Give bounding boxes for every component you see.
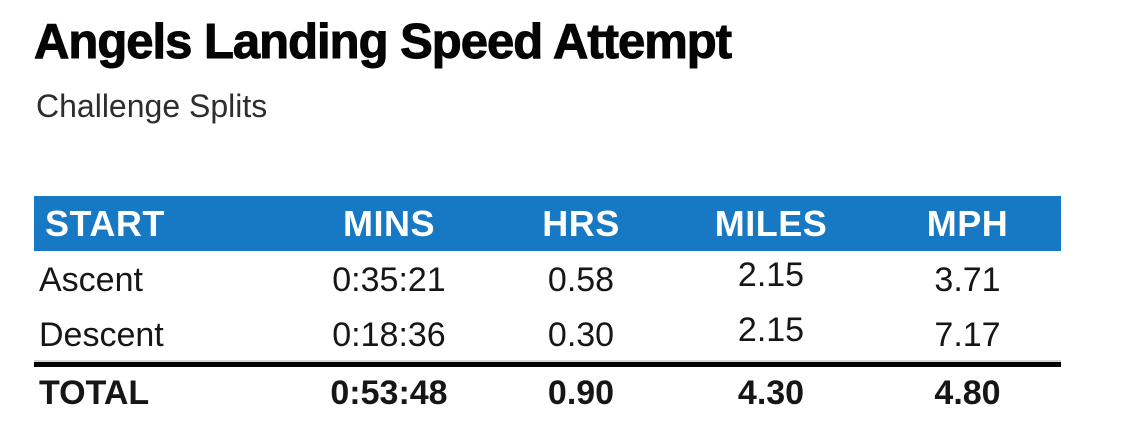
cell-value: 2.15 xyxy=(737,310,805,349)
cell-descent-hrs: 0.30 xyxy=(494,310,668,362)
table-row-descent: Descent 0:18:36 0.30 2.15 7.17 xyxy=(34,310,1061,362)
cell-ascent-label: Ascent xyxy=(39,261,143,299)
cell-total-mph: 4.80 xyxy=(874,362,1061,419)
cell-ascent-mph: 3.71 xyxy=(934,261,1001,299)
cell-total-label: TOTAL xyxy=(34,362,284,419)
cell-total-hrs: 0.90 xyxy=(494,362,668,419)
column-header-mph: MPH xyxy=(874,196,1061,251)
cell-descent-miles: 2.15 xyxy=(668,310,874,362)
cell-total-mins: 0:53:48 xyxy=(284,362,494,419)
header-row: START MINS HRS MILES MPH xyxy=(34,196,1061,251)
cell-descent-mph: 7.17 xyxy=(874,310,1061,362)
page-subtitle: Challenge Splits xyxy=(36,88,268,124)
table-row-ascent: Ascent 0:35:21 0.58 2.15 3.71 xyxy=(34,251,1061,310)
column-header-mins: MINS xyxy=(284,196,494,251)
cell-descent-label: Descent xyxy=(34,310,284,362)
cell-descent-mins: 0:18:36 xyxy=(284,310,494,362)
column-header-hrs: HRS xyxy=(494,196,668,251)
column-header-miles: MILES xyxy=(668,196,874,251)
cell-ascent-mins: 0:35:21 xyxy=(332,261,446,299)
cell-ascent-miles: 2.15 xyxy=(668,251,874,310)
cell-total-miles: 4.30 xyxy=(668,362,874,419)
page-title: Angels Landing Speed Attempt xyxy=(34,15,733,70)
cell-value: 2.15 xyxy=(737,256,805,294)
column-header-start: START xyxy=(34,196,284,251)
table-row-total: TOTAL 0:53:48 0.90 4.30 4.80 xyxy=(34,362,1061,419)
splits-table: START MINS HRS MILES MPH Ascent 0:35:21 … xyxy=(34,196,1061,419)
cell-ascent-hrs: 0.58 xyxy=(547,261,615,299)
